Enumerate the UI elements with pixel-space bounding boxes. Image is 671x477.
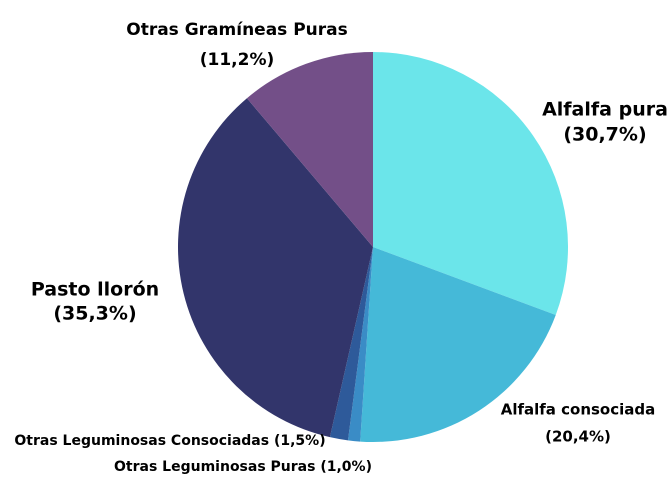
category-name: Otras Leguminosas Consociadas <box>14 433 269 449</box>
pie-slice <box>373 52 569 316</box>
pie-slice <box>347 247 373 442</box>
value-label: (30,7%) <box>563 124 646 146</box>
value-label: (1,0%) <box>320 459 372 475</box>
value-label: (11,2%) <box>200 50 275 70</box>
pie-slice <box>329 247 373 441</box>
pie-slice <box>177 98 373 438</box>
slice-label: Otras Leguminosas Consociadas (1,5%) <box>14 433 325 449</box>
category-name: Pasto llorón <box>31 279 159 301</box>
pie-slice <box>246 52 373 247</box>
slice-label: Otras Leguminosas Puras (1,0%) <box>114 459 372 475</box>
category-name: Alfalfa pura <box>542 99 668 121</box>
category-name: Alfalfa consociada <box>501 401 656 419</box>
value-label: (1,5%) <box>274 433 326 449</box>
pie-slice <box>360 247 556 442</box>
category-name: Otras Leguminosas Puras <box>114 459 315 475</box>
category-name: Otras Gramíneas Puras <box>126 20 348 40</box>
value-label: (20,4%) <box>545 428 611 446</box>
value-label: (35,3%) <box>53 303 136 325</box>
